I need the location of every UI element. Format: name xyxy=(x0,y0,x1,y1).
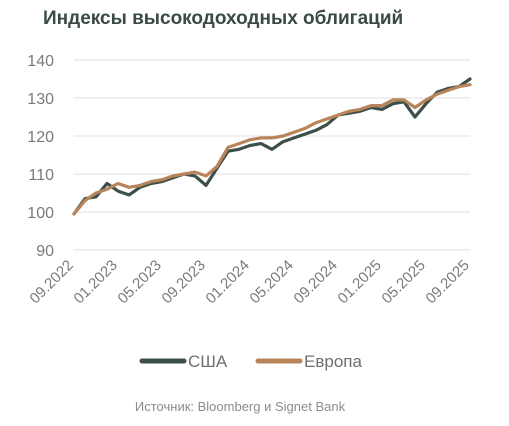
x-tick-label: 09.2023 xyxy=(158,257,208,307)
x-tick-label: 05.2023 xyxy=(114,257,164,307)
x-tick-label: 09.2025 xyxy=(422,257,472,307)
x-tick-label: 01.2023 xyxy=(70,257,120,307)
x-tick-label: 09.2022 xyxy=(26,257,76,307)
legend-label: Европа xyxy=(304,352,362,371)
x-tick-label: 05.2024 xyxy=(246,257,296,307)
x-tick-label: 05.2025 xyxy=(378,257,428,307)
y-tick-label: 90 xyxy=(36,243,54,260)
y-tick-label: 110 xyxy=(28,167,54,184)
y-tick-label: 120 xyxy=(27,129,54,146)
series-line-usa xyxy=(72,77,472,216)
chart-title: Индексы высокодоходных облигаций xyxy=(43,8,404,29)
series-line-europe xyxy=(72,83,472,216)
chart-source: Источник: Bloomberg и Signet Bank xyxy=(134,399,346,414)
x-tick-label: 01.2025 xyxy=(334,257,384,307)
y-tick-label: 100 xyxy=(27,205,54,222)
y-tick-label: 140 xyxy=(27,53,54,70)
x-tick-label: 01.2024 xyxy=(202,257,252,307)
legend-label: США xyxy=(188,352,228,371)
y-tick-label: 130 xyxy=(27,91,54,108)
x-tick-label: 09.2024 xyxy=(290,257,340,307)
